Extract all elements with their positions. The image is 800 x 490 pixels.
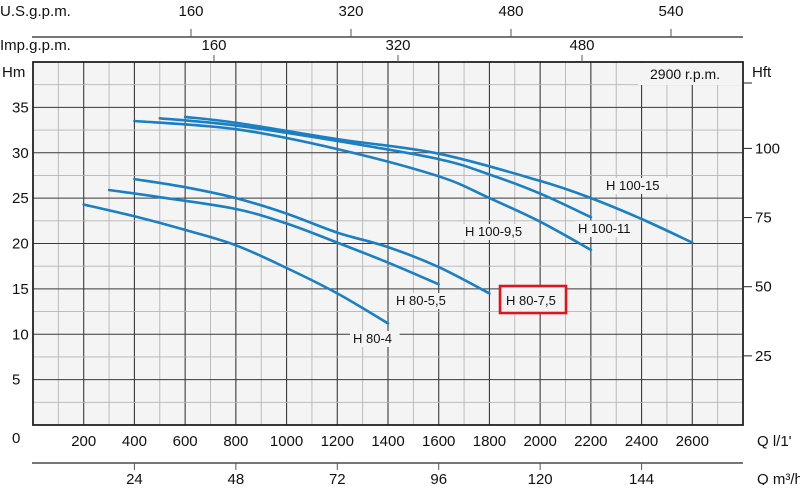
imp-gpm-tick-label: 160 (201, 37, 226, 54)
y-tick-label: 20 (12, 236, 29, 253)
x-tick-label: 1800 (473, 433, 506, 450)
y-tick-label: 15 (12, 281, 29, 298)
x-tick-label: 2400 (625, 433, 658, 450)
highlight-box (498, 284, 568, 315)
curve-label: H 80-4 (353, 331, 392, 346)
curve-h-100-15 (183, 115, 694, 244)
y-tick-label: 5 (12, 372, 20, 389)
curve-h-80-7-5 (133, 177, 491, 295)
x-tick-label: 800 (223, 433, 248, 450)
x-tick-label: 600 (173, 433, 198, 450)
imp-gpm-axis-label: Imp.g.p.m. (0, 37, 71, 54)
curve-label-bg (350, 331, 400, 347)
y2-tick-label: 50 (755, 279, 772, 296)
y-tick-label: 30 (12, 145, 29, 162)
x-tick-label: 2600 (676, 433, 709, 450)
curve-label: H 100-11 (578, 221, 631, 236)
m3h-tick-label: 48 (228, 471, 245, 485)
m3h-tick-label: 24 (126, 471, 143, 485)
x-tick-label: 1400 (371, 433, 404, 450)
curve-label-bg (393, 293, 458, 309)
x-axis-label: Q l/1' (757, 433, 792, 450)
y-axis-label: Hm (2, 64, 25, 81)
y-tick-label: 35 (12, 99, 29, 116)
curve-label: H 80-7,5 (506, 293, 556, 308)
m3h-axis-label: Q m³/h (757, 471, 800, 485)
plot-frame (32, 61, 744, 426)
curve-label-bg (603, 178, 668, 194)
speed-label: 2900 r.p.m. (650, 66, 720, 82)
curve-label-bg (575, 221, 640, 237)
m3h-tick-label: 120 (528, 471, 553, 485)
us-gpm-tick-label: 320 (338, 3, 363, 20)
curve-label: H 100-9,5 (465, 224, 522, 239)
y2-axis-label: Hft (752, 64, 772, 81)
curve-h-80-5-5 (107, 188, 440, 286)
x-tick-label: 2200 (574, 433, 607, 450)
y2-tick-label: 100 (755, 140, 780, 157)
us-gpm-tick-label: 160 (178, 3, 203, 20)
curve-h-80-4 (82, 203, 390, 325)
imp-gpm-tick-label: 480 (569, 37, 594, 54)
curve-h-100-11 (158, 117, 593, 219)
us-gpm-tick-label: 480 (498, 3, 523, 20)
curve-h-100-9-5 (133, 119, 593, 252)
m3h-tick-label: 96 (430, 471, 447, 485)
curve-label-bg (462, 224, 535, 240)
x-tick-label: 1000 (270, 433, 303, 450)
x-tick-label: 400 (122, 433, 147, 450)
curve-label: H 100-15 (606, 178, 659, 193)
m3h-tick-label: 72 (329, 471, 346, 485)
y-tick-label: 0 (12, 430, 20, 447)
curve-label: H 80-5,5 (396, 293, 446, 308)
x-tick-label: 1600 (422, 433, 455, 450)
imp-gpm-tick-label: 320 (385, 37, 410, 54)
y-tick-label: 25 (12, 190, 29, 207)
us-gpm-axis-label: U.S.g.p.m. (0, 3, 71, 20)
m3h-tick-label: 144 (629, 471, 654, 485)
y-tick-label: 10 (12, 326, 29, 343)
y2-tick-label: 75 (755, 210, 772, 227)
us-gpm-tick-label: 540 (658, 3, 683, 20)
speed-box (638, 63, 742, 85)
x-tick-label: 1200 (321, 433, 354, 450)
x-tick-label: 200 (71, 433, 96, 450)
x-tick-label: 2000 (523, 433, 556, 450)
y2-tick-label: 25 (755, 348, 772, 365)
